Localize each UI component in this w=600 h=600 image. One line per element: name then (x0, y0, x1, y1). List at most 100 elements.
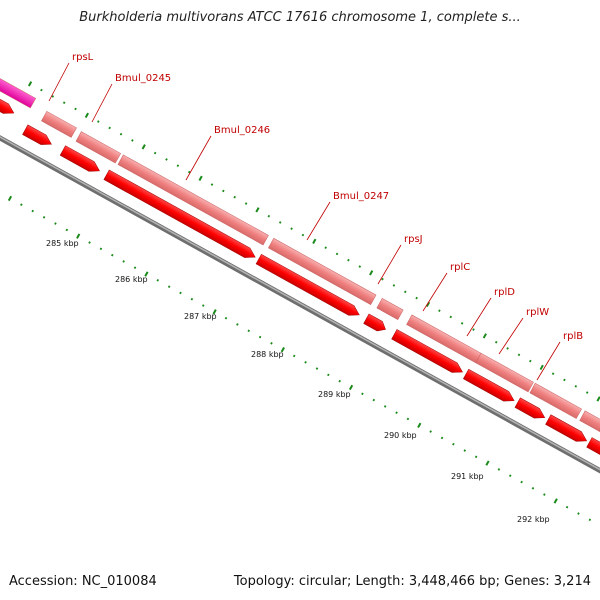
inner-tick (508, 474, 512, 478)
gene-label-rplB[interactable]: rplB (563, 331, 583, 342)
inner-tick (76, 233, 81, 239)
inner-tick (372, 398, 376, 402)
feature-gene-Bmul_0245[interactable] (59, 145, 102, 176)
inner-tick (31, 209, 34, 213)
scale-label: 285 kbp (46, 239, 79, 248)
outer-tick (529, 359, 532, 363)
feature-gene-rpsL[interactable] (22, 124, 55, 149)
gene-label-rplD[interactable]: rplD (494, 287, 515, 298)
feature-gene-left[interactable] (0, 93, 16, 118)
feature-cds-rplD[interactable] (475, 352, 534, 393)
leader-line (91, 83, 113, 123)
inner-tick (247, 329, 251, 333)
outer-tick (278, 221, 282, 224)
outer-tick (324, 246, 327, 249)
inner-tick (543, 493, 546, 496)
inner-tick (111, 253, 114, 257)
feature-gene-rplW[interactable] (514, 397, 547, 423)
outer-tick (358, 265, 362, 268)
outer-tick (482, 333, 487, 339)
outer-tick (472, 328, 475, 331)
scale-labels: 285 kbp 286 kbp 287 kbp 288 kbp 289 kbp 290 k… (46, 239, 550, 524)
leader-line (185, 135, 212, 181)
feature-gene-Bmul_0246[interactable] (103, 169, 258, 262)
inner-tick (440, 436, 444, 440)
feature-track (0, 77, 600, 461)
inner-tick (201, 304, 205, 307)
feature-cds-rpsJ[interactable] (376, 298, 404, 320)
gene-label-rpsL[interactable]: rpsL (72, 52, 94, 63)
outer-tick (165, 158, 168, 161)
inner-tick (429, 430, 432, 433)
outer-tick (347, 258, 350, 262)
inner-tick (348, 384, 354, 391)
feature-gene-Bmul_0247[interactable] (255, 253, 362, 319)
inner-tick (383, 405, 387, 408)
inner-tick (65, 228, 69, 232)
outer-tick (506, 347, 509, 350)
feature-gene-rplB[interactable] (545, 414, 590, 446)
outer-tick (222, 189, 225, 193)
inner-tick (485, 460, 490, 466)
inner-tick (42, 216, 46, 219)
outer-tick (176, 164, 180, 168)
inner-tick (304, 360, 307, 364)
inner-tick (531, 487, 535, 490)
inner-tick (497, 468, 501, 471)
outer-tick (438, 309, 441, 312)
inner-tick (292, 354, 296, 358)
outer-tick (381, 277, 384, 281)
topology-summary: Topology: circular; Length: 3,448,466 bp… (233, 574, 591, 589)
feature-gene-rplC[interactable] (391, 329, 466, 376)
outer-tick (301, 233, 305, 237)
inner-tick (417, 422, 422, 428)
outer-tick (119, 132, 123, 136)
scale-label: 289 kbp (318, 390, 351, 399)
outer-tick (40, 88, 43, 92)
label-leaders (48, 62, 561, 381)
outer-tick (596, 396, 600, 402)
outer-tick (425, 301, 431, 308)
outer-tick (153, 151, 157, 155)
gene-label-rpsJ[interactable]: rpsJ (404, 234, 423, 245)
feature-cds-rpsL[interactable] (41, 111, 77, 138)
scale-label: 287 kbp (184, 312, 217, 321)
feature-gene-next[interactable] (586, 437, 600, 461)
outer-tick (563, 378, 566, 382)
gene-label-rplC[interactable]: rplC (450, 262, 470, 273)
inner-tick (99, 247, 103, 251)
backbone-line (0, 135, 600, 474)
gene-label-Bmul_0245[interactable]: Bmul_0245 (115, 73, 171, 84)
outer-tick (255, 207, 260, 213)
feature-cds-rplB[interactable] (579, 410, 600, 434)
feature-highlight[interactable] (0, 77, 37, 109)
feature-cds-Bmul_0246[interactable] (117, 154, 269, 246)
feature-cds-rplW[interactable] (529, 382, 582, 419)
leader-line (48, 62, 70, 102)
feature-cds-Bmul_0245[interactable] (75, 131, 121, 164)
gene-label-rplW[interactable]: rplW (526, 307, 549, 318)
inner-tick (474, 455, 478, 459)
outer-tick-marks (27, 81, 600, 402)
gene-label-Bmul_0247[interactable]: Bmul_0247 (333, 191, 389, 202)
feature-cds-Bmul_0247[interactable] (268, 237, 377, 305)
inner-tick (463, 449, 467, 452)
inner-tick (167, 285, 171, 288)
inner-tick (577, 512, 580, 515)
outer-tick (198, 175, 203, 181)
feature-gene-rplD[interactable] (462, 368, 516, 405)
outer-tick (51, 95, 55, 98)
gene-label-Bmul_0246[interactable]: Bmul_0246 (214, 125, 270, 136)
inner-tick (315, 367, 319, 370)
feature-gene-rpsJ[interactable] (363, 313, 389, 334)
outer-tick (494, 340, 498, 344)
outer-tick (449, 315, 453, 319)
inner-tick (520, 480, 523, 484)
inner-tick (270, 342, 273, 345)
inner-tick (280, 346, 285, 353)
inner-tick (406, 417, 410, 421)
inner-tick (133, 266, 137, 270)
outer-tick (460, 321, 464, 325)
outer-tick (210, 183, 214, 186)
